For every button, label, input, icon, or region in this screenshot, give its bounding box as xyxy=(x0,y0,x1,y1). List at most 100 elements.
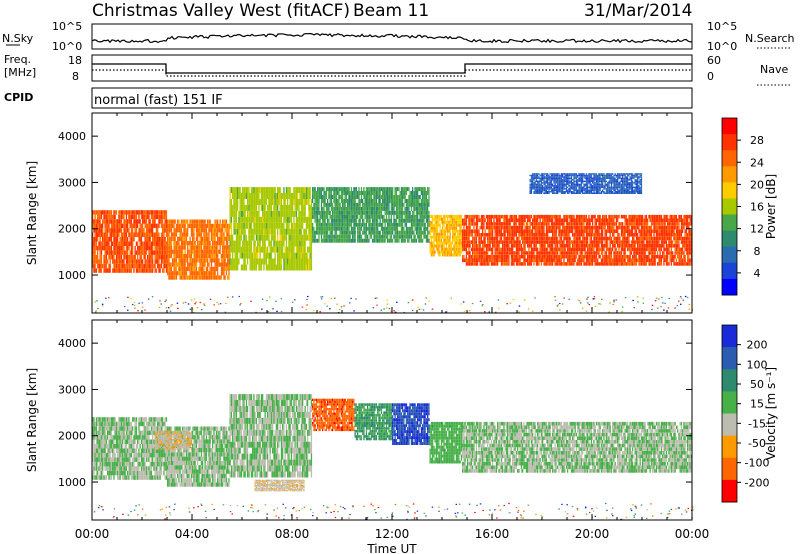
heatmap-cell xyxy=(222,223,224,229)
heatmap-cell xyxy=(200,275,203,280)
heatmap-cell xyxy=(470,258,473,263)
heatmap-cell xyxy=(263,264,265,271)
heatmap-cell xyxy=(334,222,336,227)
heatmap-cell xyxy=(120,241,123,246)
heatmap-cell xyxy=(157,259,159,264)
heatmap-cell xyxy=(588,251,590,255)
heatmap-cell xyxy=(354,238,356,243)
heatmap-cell xyxy=(257,246,259,253)
heatmap-cell xyxy=(518,240,520,244)
heatmap-cell xyxy=(343,199,345,203)
heatmap-cell xyxy=(183,232,185,237)
heatmap-cell xyxy=(390,214,392,219)
heatmap-cell xyxy=(440,247,443,251)
heatmap-cell xyxy=(309,264,311,271)
heatmap-cell xyxy=(100,210,103,215)
heatmap-cell xyxy=(288,264,290,271)
heatmap-cell xyxy=(307,216,309,223)
heatmap-cell xyxy=(323,218,325,223)
heatmap-cell xyxy=(584,225,586,230)
heatmap-cell xyxy=(143,241,145,246)
heatmap-cell xyxy=(95,237,98,242)
heatmap-cell xyxy=(149,210,151,215)
heatmap-cell xyxy=(214,228,216,233)
heatmap-cell xyxy=(419,195,421,199)
heatmap-cell xyxy=(254,228,256,235)
heatmap-cell xyxy=(155,228,158,233)
heatmap-cell xyxy=(284,258,286,265)
heatmap-cell xyxy=(294,222,296,229)
heatmap-cell xyxy=(424,195,426,199)
heatmap-cell xyxy=(429,223,431,227)
heatmap-cell xyxy=(508,233,510,237)
heatmap-cell xyxy=(540,225,543,230)
heatmap-cell xyxy=(300,240,303,247)
heatmap-cell xyxy=(270,240,273,247)
heatmap-cell xyxy=(175,271,178,276)
heatmap-cell xyxy=(125,268,128,273)
heatmap-cell xyxy=(192,258,194,263)
heatmap-cell xyxy=(202,236,204,241)
heatmap-cell xyxy=(255,199,257,205)
heatmap-cell xyxy=(352,218,354,223)
heatmap-cell xyxy=(137,254,139,260)
heatmap-cell xyxy=(382,187,384,192)
heatmap-cell xyxy=(212,253,214,259)
heatmap-cell xyxy=(294,240,296,247)
heatmap-cell xyxy=(223,253,225,259)
heatmap-cell xyxy=(448,244,450,248)
heatmap-cell xyxy=(518,225,520,230)
heatmap-cell xyxy=(167,253,169,259)
heatmap-cell xyxy=(140,228,143,233)
heatmap-cell xyxy=(492,214,494,219)
heatmap-cell xyxy=(294,204,296,211)
heatmap-cell xyxy=(445,238,448,242)
heatmap-cell xyxy=(407,214,409,219)
heatmap-cell xyxy=(223,271,225,276)
heatmap-cell xyxy=(280,210,283,217)
heatmap-cell xyxy=(537,225,539,230)
heatmap-cell xyxy=(105,268,108,273)
heatmap-cell xyxy=(269,252,271,259)
heatmap-cell xyxy=(235,240,238,247)
heatmap-cell xyxy=(332,206,334,211)
heatmap-cell xyxy=(535,225,538,230)
heatmap-cell xyxy=(379,238,381,243)
heatmap-cell xyxy=(562,262,564,266)
heatmap-cell xyxy=(564,247,566,252)
heatmap-cell xyxy=(319,222,321,227)
heatmap-cell xyxy=(183,236,185,241)
heatmap-cell xyxy=(462,254,464,259)
heatmap-cell xyxy=(149,245,151,251)
heatmap-cell xyxy=(494,247,496,252)
heatmap-cell xyxy=(469,262,471,266)
heatmap-cell xyxy=(454,226,456,230)
heatmap-cell xyxy=(468,247,470,252)
heatmap-cell xyxy=(380,187,383,192)
heatmap-cell xyxy=(508,225,510,230)
heatmap-cell xyxy=(520,251,523,255)
heatmap-cell xyxy=(274,252,276,259)
heatmap-cell xyxy=(325,238,328,243)
heatmap-cell xyxy=(263,240,265,247)
heatmap-cell xyxy=(449,229,451,233)
heatmap-cell xyxy=(293,210,295,217)
heatmap-cell xyxy=(375,187,378,192)
heatmap-cell xyxy=(265,199,268,205)
heatmap-cell xyxy=(197,258,199,263)
heatmap-cell xyxy=(260,193,263,199)
heatmap-cell xyxy=(529,262,531,266)
heatmap-cell xyxy=(522,251,524,255)
heatmap-cell xyxy=(459,226,461,230)
heatmap-cell xyxy=(352,206,354,211)
heatmap-cell xyxy=(273,258,275,265)
heatmap-cell xyxy=(305,228,308,235)
heatmap-cell xyxy=(395,210,398,215)
heatmap-cell xyxy=(322,187,324,192)
heatmap-cell xyxy=(594,218,596,223)
heatmap-cell xyxy=(138,214,140,220)
heatmap-cell xyxy=(279,222,281,229)
heatmap-cell xyxy=(342,206,344,211)
heatmap-cell xyxy=(454,232,456,236)
heatmap-cell xyxy=(265,222,268,229)
